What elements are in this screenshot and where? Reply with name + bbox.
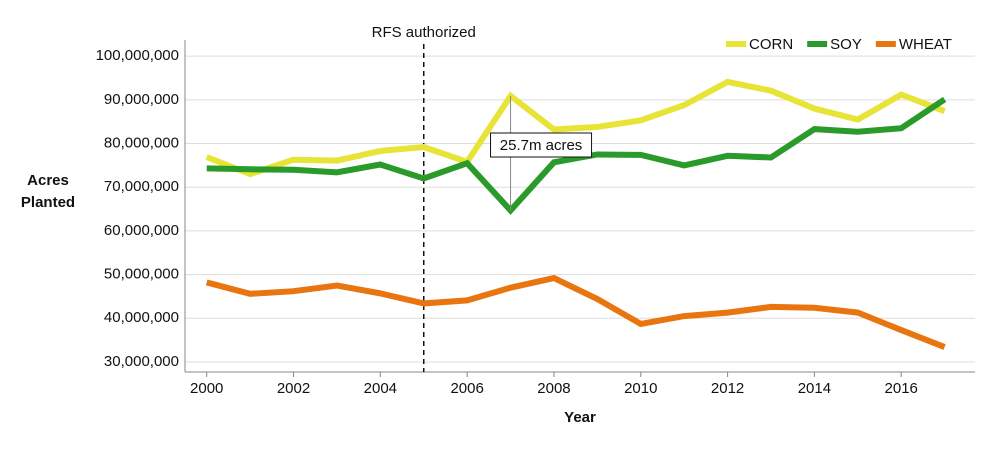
x-tick-label: 2016 [885, 380, 918, 397]
annotation-text: RFS authorized [372, 24, 476, 41]
x-tick-label: 2006 [450, 380, 483, 397]
y-axis-label: Acres Planted [20, 172, 76, 211]
x-tick-label: 2000 [190, 380, 223, 397]
y-tick-label: 90,000,000 [104, 91, 179, 108]
x-tick-label: 2012 [711, 380, 744, 397]
y-tick-label: 70,000,000 [104, 178, 179, 195]
series-line [206, 96, 947, 215]
y-tick-label: 40,000,000 [104, 309, 179, 326]
x-tick-label: 2010 [624, 380, 657, 397]
legend-label: SOY [830, 36, 862, 53]
series-line [205, 78, 946, 178]
y-tick-label: 30,000,000 [104, 353, 179, 370]
x-tick-label: 2002 [277, 380, 310, 397]
series-line [205, 274, 946, 350]
legend-label: WHEAT [899, 36, 952, 53]
annotation-text: 25.7m acres [500, 137, 583, 154]
legend-label: CORN [749, 36, 793, 53]
x-tick-label: 2008 [537, 380, 570, 397]
x-axis-label: Year [564, 409, 596, 426]
y-tick-label: 50,000,000 [104, 266, 179, 283]
y-tick-label: 100,000,000 [96, 47, 179, 64]
x-tick-label: 2004 [364, 380, 397, 397]
x-tick-label: 2014 [798, 380, 831, 397]
y-tick-label: 60,000,000 [104, 222, 179, 239]
y-tick-label: 80,000,000 [104, 135, 179, 152]
annotation-box [490, 132, 593, 158]
